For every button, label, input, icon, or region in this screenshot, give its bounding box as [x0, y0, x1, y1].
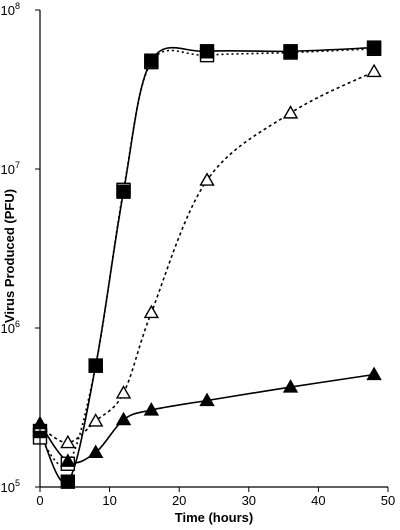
- x-axis-title: Time (hours): [175, 510, 254, 525]
- series-4-point: [199, 392, 215, 407]
- x-tick-label: 30: [242, 493, 256, 508]
- series-3-point: [87, 413, 104, 427]
- series-3-point: [282, 105, 299, 119]
- x-tick-label: 20: [172, 493, 186, 508]
- series-line-4: [39, 373, 375, 464]
- series-line-3: [39, 70, 375, 444]
- series-2-point: [283, 44, 298, 59]
- series-2-point: [88, 358, 103, 373]
- y-tick-label: 107: [1, 160, 20, 177]
- axes-layer: 0 10 20 30 40 50 105 106 107 108: [1, 1, 396, 508]
- series-2-point: [144, 53, 159, 68]
- series-2-point: [199, 44, 215, 59]
- y-tick-label: 108: [1, 1, 20, 18]
- series-3-point: [115, 385, 132, 399]
- series-3-point: [143, 304, 160, 319]
- series-4-point: [87, 444, 104, 458]
- y-tick-label: 106: [1, 319, 20, 336]
- series-line-2: [39, 46, 375, 484]
- x-tick-label: 10: [102, 493, 116, 508]
- series-layer: [32, 40, 382, 489]
- series-4-point: [60, 453, 76, 467]
- series-3-point: [199, 172, 215, 186]
- series-line-1: [39, 48, 375, 468]
- x-tick-label: 50: [381, 493, 395, 508]
- series-3-point: [60, 434, 76, 449]
- y-axis-title: Virus Produced (PFU): [2, 189, 17, 323]
- series-3-point: [366, 63, 382, 78]
- x-tick-label: 40: [311, 493, 325, 508]
- series-4-point: [282, 379, 299, 393]
- series-2-point: [60, 474, 76, 489]
- x-tick-label: 0: [36, 493, 43, 508]
- y-tick-label: 105: [1, 478, 20, 495]
- series-4-point: [143, 402, 160, 416]
- series-2-point: [366, 40, 382, 55]
- series-4-point: [115, 411, 132, 426]
- series-4-point: [366, 366, 382, 381]
- series-2-point: [116, 184, 131, 199]
